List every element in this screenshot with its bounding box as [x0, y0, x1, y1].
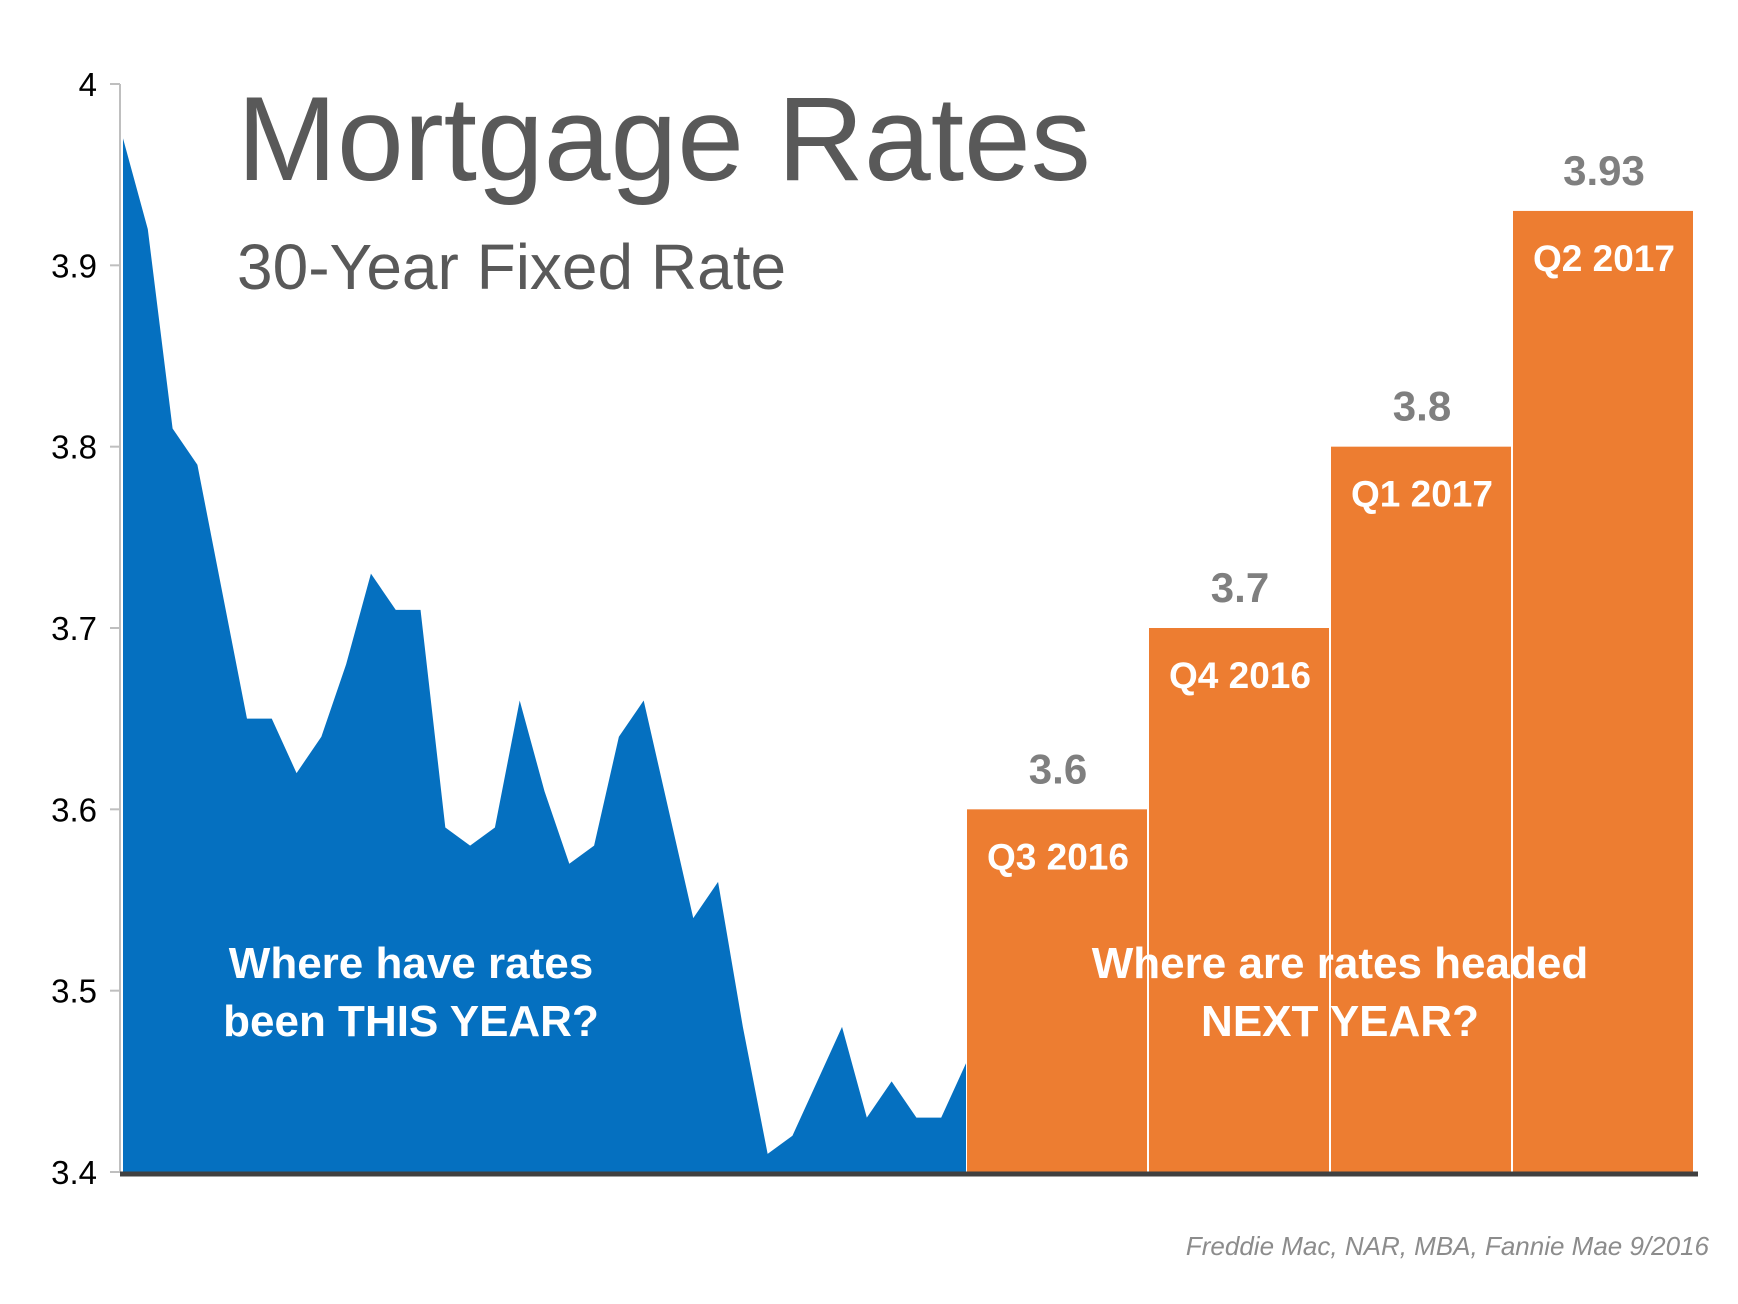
y-tick-label: 3.4: [51, 1154, 97, 1191]
value-label: 3.7: [1211, 564, 1269, 611]
y-tick-label: 3.8: [51, 429, 97, 466]
value-label: 3.8: [1393, 383, 1451, 430]
y-tick-label: 3.5: [51, 973, 97, 1010]
bar: [1149, 628, 1329, 1172]
value-label: 3.6: [1029, 745, 1087, 792]
annotation: NEXT YEAR?: [1201, 997, 1479, 1046]
bar: [1331, 446, 1511, 1173]
category-label: Q1 2017: [1351, 474, 1493, 515]
y-tick-label: 3.6: [51, 791, 97, 828]
category-label: Q4 2016: [1169, 655, 1311, 696]
y-tick-label: 3.7: [51, 610, 97, 647]
annotation: Where are rates headed: [1092, 939, 1588, 988]
chart-subtitle: 30-Year Fixed Rate: [237, 231, 786, 303]
bar: [967, 809, 1147, 1172]
area: [123, 138, 966, 1172]
category-label: Q2 2017: [1533, 238, 1675, 279]
annotation: been THIS YEAR?: [223, 997, 599, 1046]
y-tick-label: 4: [79, 66, 97, 103]
annotation: Where have rates: [229, 939, 593, 988]
chart-title: Mortgage Rates: [237, 72, 1091, 206]
source-note: Freddie Mac, NAR, MBA, Fannie Mae 9/2016: [1186, 1231, 1710, 1261]
category-label: Q3 2016: [987, 836, 1129, 877]
value-label: 3.93: [1563, 147, 1645, 194]
y-tick-label: 3.9: [51, 247, 97, 284]
bar: [1513, 210, 1693, 1172]
